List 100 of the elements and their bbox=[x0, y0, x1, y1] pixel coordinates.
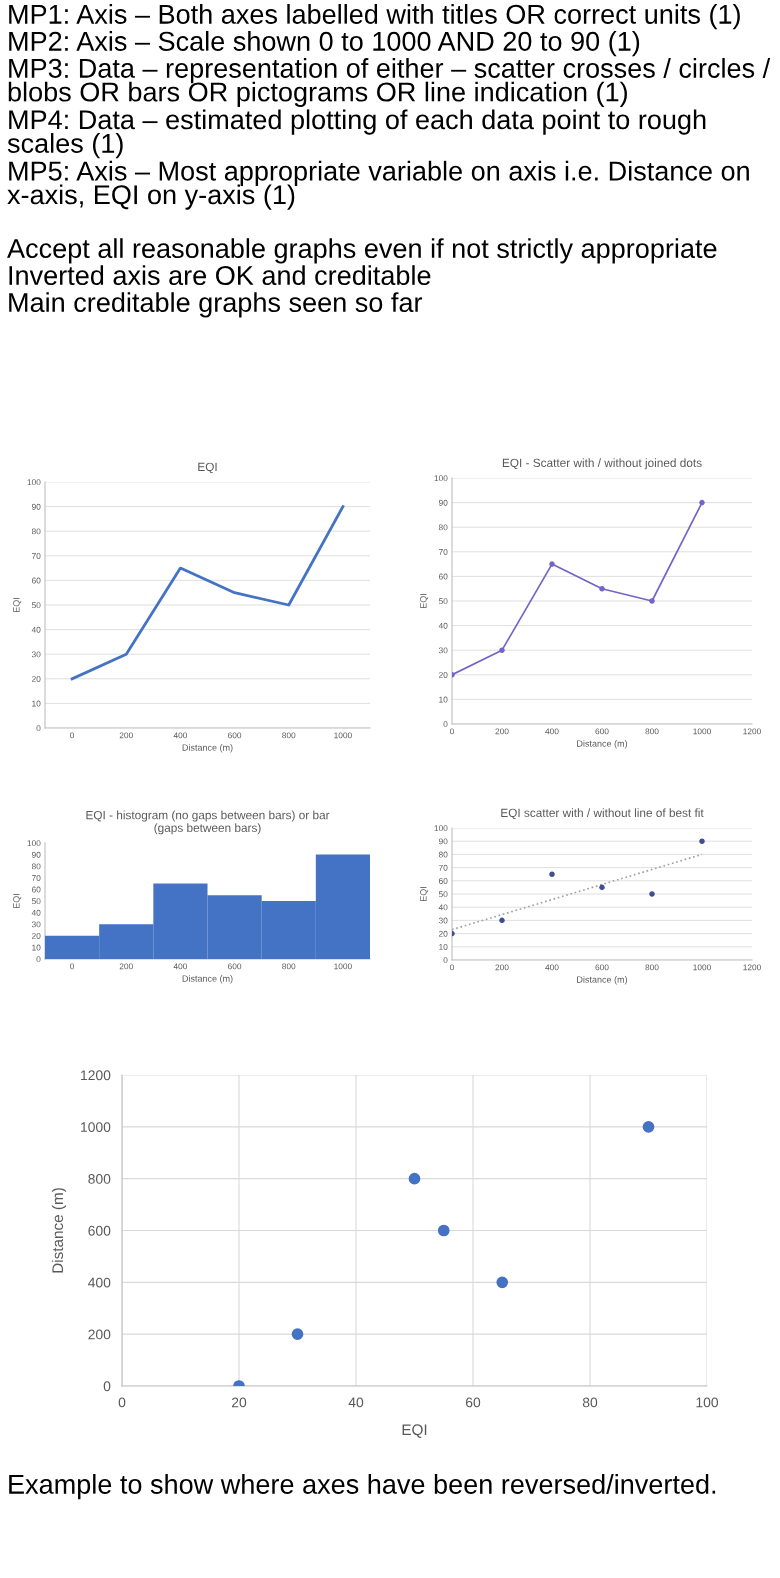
y-tick-label: 40 bbox=[31, 909, 41, 916]
y-tick-label: 10 bbox=[32, 944, 41, 951]
chart-title: EQI - Scatter with / without joined dots bbox=[502, 458, 702, 470]
point bbox=[549, 871, 555, 877]
y-tick-label: 70 bbox=[31, 875, 41, 881]
chart-title: EQI - histogram (no gaps between bars) or bar (gaps between bars) bbox=[86, 810, 330, 835]
x-tick-label: 1000 bbox=[334, 963, 352, 970]
x-axis-title: Distance (m) bbox=[577, 976, 628, 985]
point bbox=[408, 1172, 421, 1185]
y-tick-label: 100 bbox=[434, 825, 448, 832]
y-tick-label: 20 bbox=[438, 930, 448, 937]
y-axis-title: EQI bbox=[420, 594, 429, 609]
y-tick-label: 100 bbox=[434, 475, 448, 482]
y-tick-label: 0 bbox=[36, 956, 41, 963]
point bbox=[291, 1328, 304, 1341]
y-tick-label: 0 bbox=[443, 957, 448, 964]
y-axis-title: EQI bbox=[420, 887, 429, 902]
y-tick-label: 200 bbox=[88, 1329, 111, 1340]
y-tick-label: 20 bbox=[31, 676, 41, 682]
x-tick-label: 800 bbox=[282, 732, 296, 739]
x-tick-label: 400 bbox=[545, 964, 559, 971]
text: MP2: Axis – Scale shown 0 to 1000 AND 20 to 90 (1) bbox=[9, 31, 640, 57]
y-tick-label: 80 bbox=[438, 524, 448, 531]
y-tick-label: 60 bbox=[31, 577, 41, 584]
x-tick-label: 1000 bbox=[693, 964, 711, 971]
y-tick-label: 600 bbox=[88, 1225, 111, 1236]
text: Accept all reasonable graphs even if not strictly appropriate bbox=[7, 238, 717, 264]
chart-title: EQI bbox=[198, 462, 217, 474]
y-tick-label: 80 bbox=[31, 528, 41, 535]
y-tick-label: 50 bbox=[438, 598, 448, 605]
y-tick-label: 80 bbox=[31, 863, 41, 870]
text: MP3: Data – representation of either – scatter crosses / circles / blobs OR bars OR pictograms OR line indication (1) bbox=[8, 58, 771, 107]
x-tick-label: 600 bbox=[595, 964, 609, 971]
x-tick-label: 1000 bbox=[334, 732, 352, 739]
y-tick-label: 800 bbox=[88, 1174, 111, 1184]
y-tick-label: 90 bbox=[31, 851, 41, 858]
y-tick-label: 400 bbox=[88, 1277, 111, 1288]
y-tick-label: 20 bbox=[31, 933, 41, 939]
x-tick-label: 0 bbox=[450, 728, 454, 735]
y-tick-label: 40 bbox=[31, 626, 41, 633]
y-tick-label: 70 bbox=[438, 864, 448, 871]
x-tick-label: 200 bbox=[495, 964, 509, 971]
text: MP1: Axis – Both axes labelled with titles OR correct units (1) bbox=[9, 4, 740, 30]
x-tick-label: 400 bbox=[545, 728, 559, 735]
x-tick-label: 1000 bbox=[693, 728, 711, 735]
x-axis-title: Distance (m) bbox=[182, 975, 233, 984]
y-axis-title: EQI bbox=[13, 894, 22, 909]
point bbox=[437, 1224, 450, 1237]
text: Inverted axis are OK and creditable bbox=[9, 265, 431, 286]
y-tick-label: 30 bbox=[31, 651, 41, 658]
y-axis-title: EQI bbox=[13, 598, 22, 613]
point bbox=[699, 499, 705, 506]
x-tick-label: 100 bbox=[696, 1397, 719, 1408]
text: MP4: Data – estimated plotting of each data point to rough scales (1) bbox=[7, 109, 706, 159]
x-tick-label: 0 bbox=[118, 1397, 126, 1408]
y-tick-label: 100 bbox=[27, 479, 41, 486]
y-tick-label: 10 bbox=[32, 700, 41, 707]
x-axis-title: EQI bbox=[402, 1424, 427, 1438]
line-series bbox=[70, 505, 345, 681]
point bbox=[499, 647, 505, 653]
y-axis-title: Distance (m) bbox=[51, 1188, 67, 1273]
x-tick-label: 60 bbox=[465, 1397, 481, 1408]
x-tick-label: 200 bbox=[495, 728, 509, 735]
point bbox=[599, 585, 605, 592]
y-tick-label: 30 bbox=[31, 921, 41, 928]
point bbox=[499, 917, 505, 924]
y-tick-label: 70 bbox=[438, 549, 448, 555]
y-tick-label: 90 bbox=[438, 838, 448, 845]
text: Main creditable graphs seen so far bbox=[9, 292, 423, 318]
y-tick-label: 10 bbox=[439, 944, 448, 950]
y-tick-label: 40 bbox=[438, 622, 448, 629]
x-tick-label: 0 bbox=[70, 732, 75, 739]
y-tick-label: 1000 bbox=[81, 1122, 111, 1132]
y-tick-label: 50 bbox=[31, 602, 41, 609]
x-tick-label: 40 bbox=[348, 1397, 364, 1408]
x-tick-label: 800 bbox=[645, 964, 659, 971]
y-tick-label: 50 bbox=[31, 898, 41, 905]
y-tick-label: 90 bbox=[438, 499, 448, 506]
x-tick-label: 80 bbox=[582, 1397, 598, 1408]
y-tick-label: 60 bbox=[31, 886, 41, 893]
text: Example to show where axes have been reversed/inverted. bbox=[9, 1474, 716, 1500]
y-tick-label: 90 bbox=[31, 503, 41, 510]
x-tick-label: 0 bbox=[70, 963, 75, 970]
x-tick-label: 600 bbox=[595, 728, 609, 735]
y-tick-label: 60 bbox=[438, 573, 448, 580]
x-tick-label: 800 bbox=[645, 728, 659, 735]
x-tick-label: 800 bbox=[282, 963, 296, 970]
text: MP5: Axis – Most appropriate variable on axis i.e. Distance on x-axis, EQI on y-axis (1) bbox=[7, 160, 749, 210]
point bbox=[642, 1120, 655, 1133]
y-tick-label: 30 bbox=[438, 647, 448, 654]
x-tick-label: 200 bbox=[119, 732, 133, 739]
point bbox=[599, 884, 605, 891]
point bbox=[699, 838, 705, 844]
x-axis-title: Distance (m) bbox=[182, 744, 233, 753]
point bbox=[649, 891, 655, 897]
x-tick-label: 600 bbox=[228, 963, 242, 970]
y-tick-label: 10 bbox=[439, 696, 448, 703]
point bbox=[496, 1276, 509, 1289]
y-tick-label: 60 bbox=[438, 878, 448, 884]
y-tick-label: 80 bbox=[438, 851, 448, 858]
